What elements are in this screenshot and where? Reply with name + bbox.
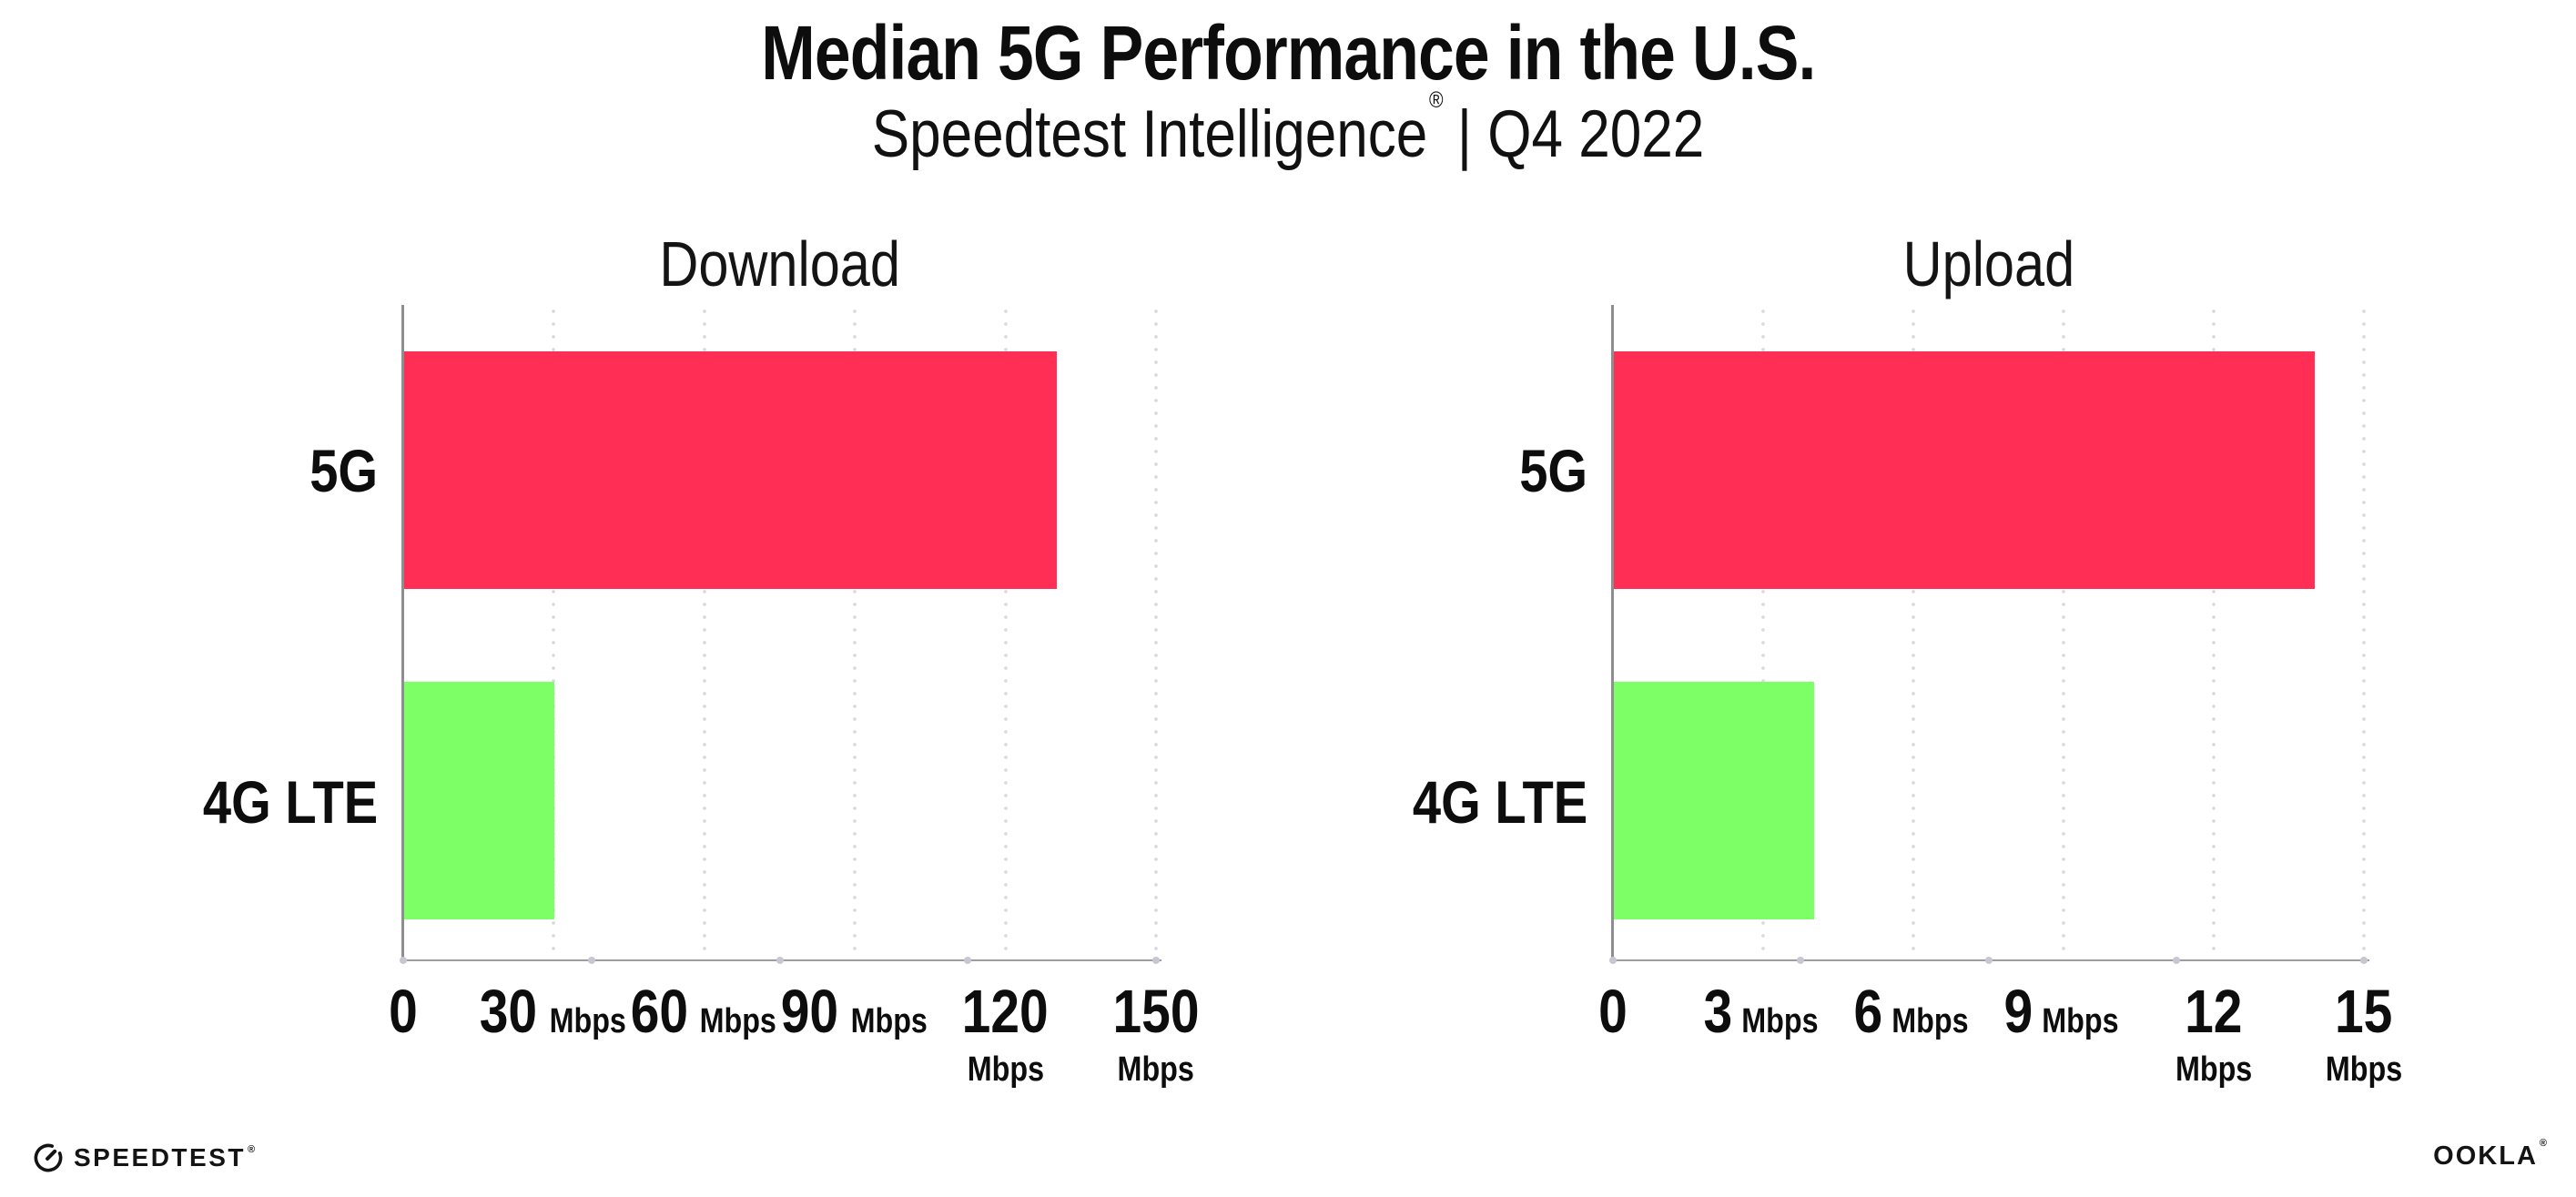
page-title-text: Median 5G Performance in the U.S. xyxy=(760,10,1816,96)
axis-dot xyxy=(400,957,407,964)
download-chart-title: Download xyxy=(659,228,900,299)
bar-5g xyxy=(1614,350,2315,589)
download-chart: Download 5G 4G LTE 0 30 Mbps 60 Mbps 90 Mbps 120… xyxy=(203,232,1200,1087)
tick-150: 150 Mbps xyxy=(1105,981,1207,1087)
tick-value: 6 xyxy=(1853,978,1883,1046)
page-subtitle-text: Speedtest Intelligence® | Q4 2022 xyxy=(871,88,1705,173)
tick-0: 0 xyxy=(1596,981,1629,1042)
tick-3: 3 Mbps xyxy=(1701,981,1825,1042)
axis-dot xyxy=(1152,957,1160,964)
tick-unit: Mbps xyxy=(1117,1050,1195,1089)
subtitle-brand: Speedtest Intelligence xyxy=(871,97,1428,171)
tick-6: 6 Mbps xyxy=(1851,981,1975,1042)
ookla-registered-icon: ® xyxy=(2539,1138,2549,1150)
registered-trademark-icon: ® xyxy=(1429,88,1444,114)
tick-unit: Mbps xyxy=(1741,1002,1819,1040)
tick-unit: Mbps xyxy=(1891,1002,1969,1040)
tick-value: 12 xyxy=(2185,978,2243,1046)
tick-120: 120 Mbps xyxy=(930,981,1080,1087)
gridline-6 xyxy=(1912,305,1915,959)
tick-unit: Mbps xyxy=(2325,1050,2403,1089)
category-label-4g-lte: 4G LTE xyxy=(202,767,378,836)
page-subtitle: Speedtest Intelligence® | Q4 2022 xyxy=(0,88,2576,173)
gridline-60 xyxy=(702,305,706,959)
category-label-5g: 5G xyxy=(1519,436,1587,504)
subtitle-period: | Q4 2022 xyxy=(1456,97,1705,171)
category-label-4g-lte: 4G LTE xyxy=(1412,767,1587,836)
tick-90: 90 Mbps xyxy=(776,981,934,1042)
tick-value: 150 xyxy=(1112,978,1200,1046)
tick-unit: Mbps xyxy=(2175,1050,2253,1089)
tick-value: 30 xyxy=(480,978,538,1046)
gridline-9 xyxy=(2062,305,2065,959)
tick-value: 15 xyxy=(2335,978,2393,1046)
speedtest-gauge-icon xyxy=(34,1143,63,1172)
gridline-90 xyxy=(853,305,857,959)
axis-dot xyxy=(964,957,972,964)
bar-5g xyxy=(404,350,1057,589)
tick-value: 0 xyxy=(1598,978,1628,1046)
tick-60: 60 Mbps xyxy=(625,981,784,1042)
axis-dot xyxy=(587,957,595,964)
speedtest-wordmark: SPEEDTEST xyxy=(74,1143,246,1172)
bar-4g-lte xyxy=(1614,682,1814,920)
tick-unit: Mbps xyxy=(850,1002,928,1040)
tick-30: 30 Mbps xyxy=(475,981,634,1042)
axis-dot xyxy=(1984,957,1993,964)
tick-value: 0 xyxy=(389,978,418,1046)
axis-dot xyxy=(2172,957,2180,964)
ookla-wordmark: OOKLA xyxy=(2433,1141,2538,1171)
upload-chart-title: Upload xyxy=(1902,228,2074,299)
tick-value: 120 xyxy=(962,978,1050,1046)
axis-dot xyxy=(2360,957,2368,964)
tick-unit: Mbps xyxy=(699,1002,777,1040)
ookla-logo: OOKLA ® xyxy=(2433,1138,2549,1172)
tick-value: 60 xyxy=(630,978,688,1046)
upload-chart: Upload 5G 4G LTE 0 3 Mbps 6 Mbps 9 Mbps 12Mbps 15… xyxy=(1413,232,2402,1087)
tick-9: 9 Mbps xyxy=(2002,981,2125,1042)
gridline-15 xyxy=(2362,305,2366,959)
bar-4g-lte xyxy=(404,682,555,920)
axis-dot xyxy=(1797,957,1805,964)
tick-12: 12 Mbps xyxy=(2139,981,2289,1087)
gridline-30 xyxy=(552,305,556,959)
tick-unit: Mbps xyxy=(2042,1002,2119,1040)
gridline-150 xyxy=(1154,305,1158,959)
axis-dot xyxy=(776,957,784,964)
axis-dot xyxy=(1609,957,1617,964)
y-axis-line xyxy=(401,305,404,959)
gridline-3 xyxy=(1761,305,1765,959)
page-title: Median 5G Performance in the U.S. xyxy=(0,10,2576,96)
tick-unit: Mbps xyxy=(549,1002,626,1040)
tick-value: 90 xyxy=(780,978,839,1046)
speedtest-registered-icon: ® xyxy=(247,1144,256,1155)
tick-value: 9 xyxy=(2003,978,2033,1046)
y-axis-line xyxy=(1611,305,1614,959)
tick-value: 3 xyxy=(1703,978,1733,1046)
gridline-12 xyxy=(2212,305,2216,959)
gridline-120 xyxy=(1003,305,1008,959)
tick-unit: Mbps xyxy=(967,1050,1044,1089)
speedtest-logo: SPEEDTEST ® xyxy=(33,1140,255,1176)
tick-0: 0 xyxy=(386,981,420,1042)
tick-15: 15 Mbps xyxy=(2318,981,2409,1087)
category-label-5g: 5G xyxy=(309,436,378,504)
